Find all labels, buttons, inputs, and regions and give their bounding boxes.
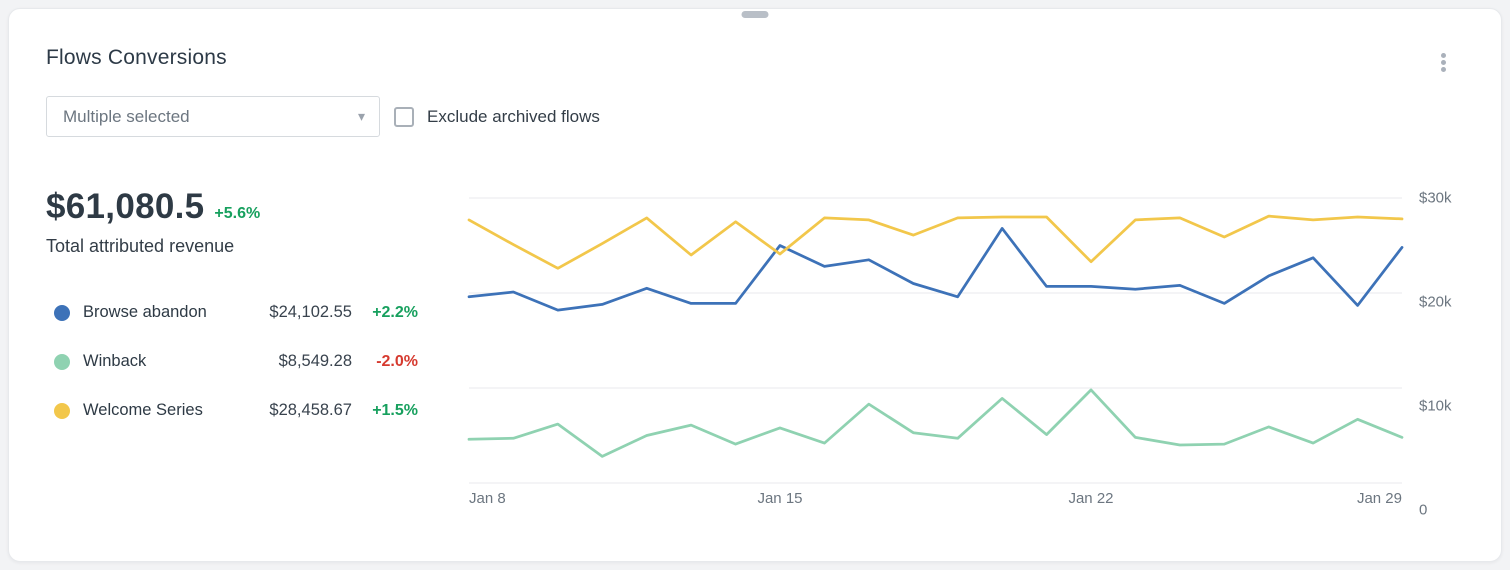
- kebab-menu-icon[interactable]: [1432, 49, 1454, 75]
- controls-row: Multiple selected ▾ Exclude archived flo…: [46, 96, 1464, 137]
- line-series-browse-abandon: [469, 228, 1402, 310]
- legend-row-welcome-series: Welcome Series $28,458.67 +1.5%: [46, 386, 418, 435]
- series-name: Browse abandon: [83, 303, 207, 321]
- line-chart: Jan 8 Jan 15 Jan 22 Jan 29 $30k $20k $10k 0: [469, 190, 1464, 519]
- x-axis-tick-label: Jan 8: [469, 490, 506, 507]
- kebab-dot: [1440, 52, 1446, 58]
- line-series-winback: [469, 390, 1402, 457]
- flows-select-value: Multiple selected: [63, 106, 190, 126]
- legend-row-winback: Winback $8,549.28 -2.0%: [46, 337, 418, 386]
- x-axis-tick-label: Jan 29: [1356, 490, 1402, 507]
- exclude-archived-label: Exclude archived flows: [427, 106, 600, 126]
- y-axis: $30k $20k $10k 0: [1402, 190, 1464, 519]
- y-axis-tick-label: $10k: [1419, 397, 1452, 415]
- series-name: Welcome Series: [83, 401, 203, 419]
- summary-panel: $61,080.5 +5.6% Total attributed revenue…: [46, 187, 469, 510]
- page-title: Flows Conversions: [46, 46, 227, 69]
- legend-row-browse-abandon: Browse abandon $24,102.55 +2.2%: [46, 288, 418, 337]
- total-delta-badge: +5.6%: [214, 205, 261, 222]
- exclude-archived-checkbox[interactable]: [394, 106, 414, 127]
- chevron-down-icon: ▾: [357, 107, 365, 124]
- series-legend: Browse abandon $24,102.55 +2.2% Winback …: [46, 288, 469, 435]
- total-attributed-revenue-label: Total attributed revenue: [46, 236, 235, 256]
- card-header: Flows Conversions: [46, 9, 1464, 72]
- kebab-dot: [1440, 59, 1446, 65]
- kebab-dot: [1440, 66, 1446, 72]
- series-value: $24,102.55: [269, 303, 352, 321]
- x-axis-tick-label: Jan 22: [1068, 490, 1114, 507]
- series-name: Winback: [83, 352, 147, 370]
- series-value: $8,549.28: [278, 352, 352, 370]
- chart-svg: [469, 198, 1402, 483]
- exclude-archived-checkbox-row[interactable]: Exclude archived flows: [394, 106, 600, 127]
- series-dot-icon: [54, 304, 70, 321]
- line-series-welcome-series: [469, 216, 1402, 268]
- total-attributed-revenue-value: $61,080.5: [46, 187, 205, 226]
- series-delta-badge: +1.5%: [372, 401, 418, 419]
- series-value: $28,458.67: [269, 401, 352, 419]
- flows-conversions-card: Flows Conversions Multiple selected ▾ Ex…: [8, 8, 1502, 562]
- card-content: $61,080.5 +5.6% Total attributed revenue…: [46, 187, 1464, 519]
- x-axis: Jan 8 Jan 15 Jan 22 Jan 29: [469, 490, 1402, 510]
- series-dot-icon: [54, 353, 70, 370]
- plot-area: Jan 8 Jan 15 Jan 22 Jan 29: [469, 198, 1402, 510]
- series-delta-badge: +2.2%: [372, 303, 418, 321]
- y-axis-tick-label: 0: [1419, 501, 1428, 519]
- drag-handle[interactable]: [741, 11, 769, 18]
- series-delta-badge: -2.0%: [376, 352, 418, 370]
- flows-select[interactable]: Multiple selected ▾: [46, 96, 380, 137]
- total-row: $61,080.5 +5.6%: [46, 187, 469, 227]
- y-axis-tick-label: $30k: [1419, 189, 1452, 207]
- series-dot-icon: [54, 402, 70, 419]
- x-axis-tick-label: Jan 15: [757, 490, 803, 507]
- y-axis-tick-label: $20k: [1419, 293, 1452, 311]
